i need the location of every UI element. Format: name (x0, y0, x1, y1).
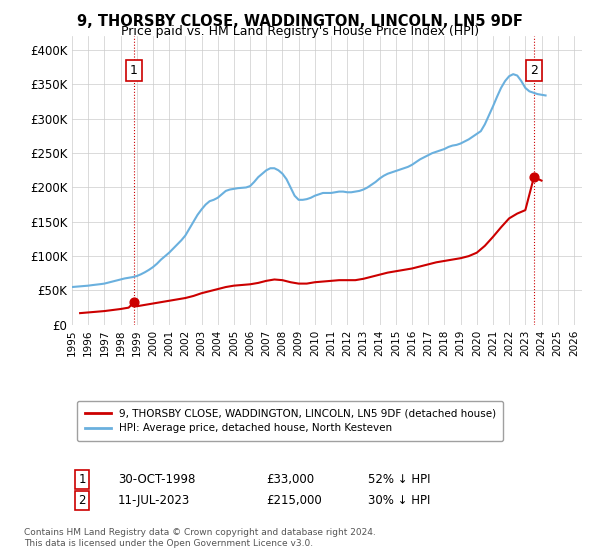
Text: 1: 1 (130, 64, 138, 77)
Legend: 9, THORSBY CLOSE, WADDINGTON, LINCOLN, LN5 9DF (detached house), HPI: Average pr: 9, THORSBY CLOSE, WADDINGTON, LINCOLN, L… (77, 401, 503, 441)
Point (529, 172, 539, 181)
Text: 2: 2 (79, 494, 86, 507)
Text: £33,000: £33,000 (266, 473, 314, 486)
Text: 1: 1 (79, 473, 86, 486)
Text: 52% ↓ HPI: 52% ↓ HPI (368, 473, 430, 486)
Text: 30-OCT-1998: 30-OCT-1998 (118, 473, 195, 486)
Text: 30% ↓ HPI: 30% ↓ HPI (368, 494, 430, 507)
Text: 9, THORSBY CLOSE, WADDINGTON, LINCOLN, LN5 9DF: 9, THORSBY CLOSE, WADDINGTON, LINCOLN, L… (77, 14, 523, 29)
Text: £215,000: £215,000 (266, 494, 322, 507)
Text: 2: 2 (530, 64, 538, 77)
Text: Contains HM Land Registry data © Crown copyright and database right 2024.
This d: Contains HM Land Registry data © Crown c… (24, 528, 376, 548)
Text: 11-JUL-2023: 11-JUL-2023 (118, 494, 190, 507)
Point (129, 298, 139, 307)
Text: Price paid vs. HM Land Registry's House Price Index (HPI): Price paid vs. HM Land Registry's House … (121, 25, 479, 38)
